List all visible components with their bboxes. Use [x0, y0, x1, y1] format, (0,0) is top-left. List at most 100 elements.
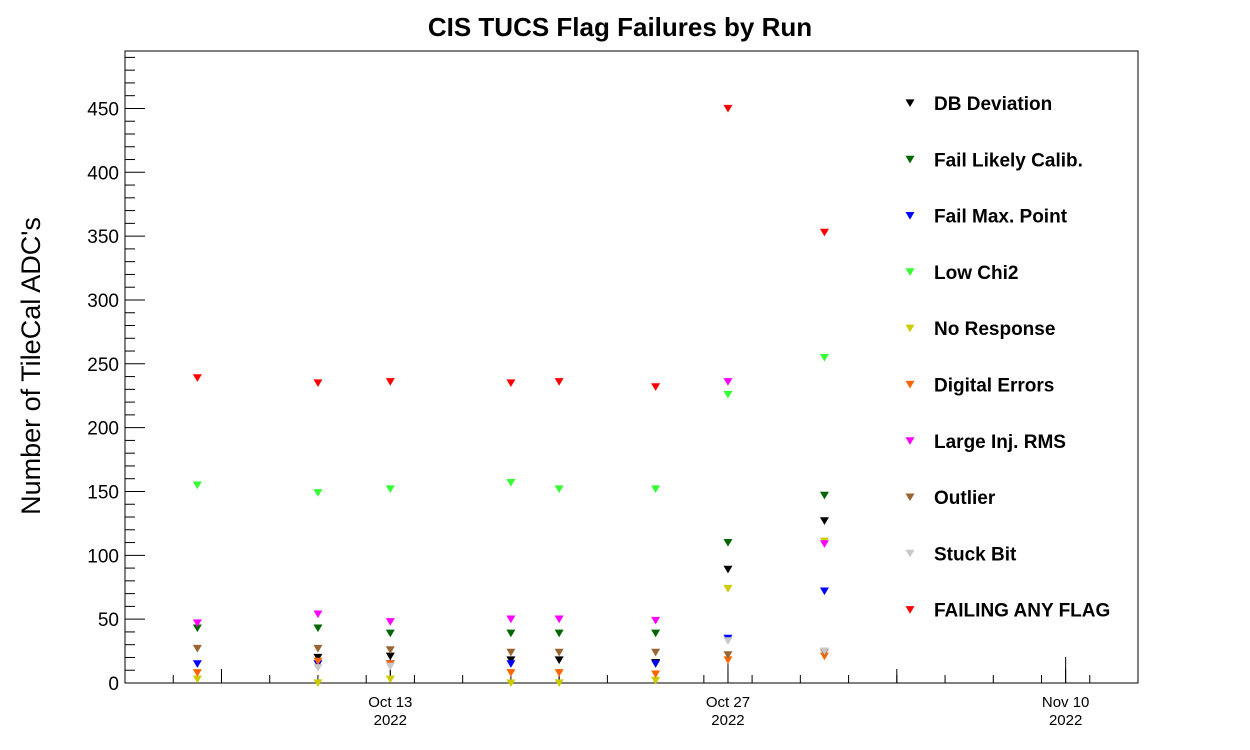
data-point-fail-max-point	[819, 587, 829, 596]
x-tick-label-date: Nov 10	[1042, 694, 1090, 711]
legend-label-no-response: No Response	[934, 319, 1055, 340]
data-point-outlier	[506, 648, 516, 657]
legend-label-low-chi2: Low Chi2	[934, 263, 1018, 284]
y-tick-label: 0	[108, 674, 119, 695]
data-point-stuck-bit	[385, 662, 395, 671]
data-point-failing-any-flag	[651, 383, 661, 391]
legend-marker-fail-max-point	[905, 212, 915, 220]
data-point-large-inj-rms	[506, 615, 516, 624]
data-point-large-inj-rms	[192, 619, 202, 628]
legend-label-digital-errors: Digital Errors	[934, 376, 1054, 397]
legend-label-outlier: Outlier	[934, 488, 996, 509]
legend-marker-stuck-bit	[905, 549, 915, 558]
data-point-no-response	[385, 675, 395, 684]
data-point-fail-likely-calib	[723, 538, 733, 547]
x-tick-label-year: 2022	[711, 712, 744, 729]
data-point-fail-likely-calib	[554, 629, 564, 638]
y-tick-label: 250	[87, 355, 119, 376]
data-point-outlier	[723, 651, 733, 659]
data-point-low-chi2	[192, 481, 202, 490]
data-point-large-inj-rms	[385, 618, 395, 626]
legend-label-fail-likely-calib: Fail Likely Calib.	[934, 150, 1083, 171]
data-point-db-deviation	[385, 652, 395, 661]
data-point-low-chi2	[819, 353, 829, 362]
data-point-outlier	[651, 648, 661, 657]
data-point-large-inj-rms	[723, 378, 733, 386]
y-tick-label: 350	[87, 227, 119, 248]
data-point-no-response	[723, 584, 733, 593]
data-point-no-response	[554, 679, 564, 688]
data-point-db-deviation	[554, 656, 564, 665]
data-point-digital-errors	[554, 669, 564, 677]
y-tick-label: 150	[87, 482, 119, 503]
data-point-low-chi2	[554, 485, 564, 493]
data-point-outlier	[385, 646, 395, 654]
data-point-low-chi2	[723, 390, 733, 399]
data-point-stuck-bit	[819, 647, 829, 656]
x-tick-label-year: 2022	[374, 712, 407, 729]
data-point-failing-any-flag	[723, 104, 733, 113]
data-point-failing-any-flag	[819, 228, 829, 237]
data-point-no-response	[506, 679, 516, 688]
data-point-large-inj-rms	[651, 616, 661, 625]
legend-label-large-inj-rms: Large Inj. RMS	[934, 432, 1066, 453]
legend: DB Deviation Fail Likely Calib. Fail Max. …	[905, 94, 1110, 622]
y-tick-label: 200	[87, 419, 119, 440]
y-tick-label: 300	[87, 291, 119, 312]
data-point-outlier	[554, 648, 564, 657]
data-point-fail-likely-calib	[651, 629, 661, 638]
x-tick-label-date: Oct 13	[368, 694, 412, 711]
y-tick-label: 450	[87, 99, 119, 120]
data-point-digital-errors	[651, 670, 661, 679]
data-point-fail-likely-calib	[313, 624, 323, 633]
legend-marker-large-inj-rms	[905, 437, 915, 445]
plot-frame	[124, 50, 1139, 684]
legend-label-fail-max-point: Fail Max. Point	[934, 207, 1068, 228]
y-tick-label: 50	[98, 610, 119, 631]
data-point-digital-errors	[192, 669, 202, 677]
data-point-outlier	[313, 644, 323, 653]
data-point-large-inj-rms	[554, 615, 564, 624]
data-point-fail-likely-calib	[819, 491, 829, 500]
data-point-failing-any-flag	[385, 378, 395, 386]
data-point-db-deviation	[313, 653, 323, 662]
data-point-failing-any-flag	[506, 379, 516, 388]
data-point-fail-max-point	[192, 660, 202, 668]
legend-marker-no-response	[905, 324, 915, 333]
legend-marker-fail-likely-calib	[905, 155, 915, 164]
data-points	[192, 104, 829, 688]
data-point-db-deviation	[819, 517, 829, 525]
data-point-outlier	[192, 644, 202, 653]
legend-marker-digital-errors	[905, 380, 915, 389]
y-tick-label: 100	[87, 546, 119, 567]
data-point-digital-errors	[819, 652, 829, 661]
data-point-fail-max-point	[651, 660, 661, 668]
legend-marker-outlier	[905, 493, 915, 502]
chart-title: CIS TUCS Flag Failures by Run	[428, 12, 812, 42]
data-point-low-chi2	[506, 478, 516, 487]
data-point-digital-errors	[506, 669, 516, 677]
data-point-digital-errors	[313, 657, 323, 666]
data-point-no-response	[192, 675, 202, 684]
legend-label-db-deviation: DB Deviation	[934, 94, 1052, 115]
data-point-low-chi2	[651, 485, 661, 493]
data-point-db-deviation	[723, 565, 733, 574]
data-point-stuck-bit	[723, 637, 733, 645]
y-axis-label: Number of TileCal ADC's	[16, 217, 46, 515]
data-point-stuck-bit	[313, 664, 323, 672]
data-point-fail-likely-calib	[192, 624, 202, 633]
legend-marker-db-deviation	[905, 99, 915, 108]
data-point-failing-any-flag	[554, 378, 564, 386]
y-axis: 0 50 100 150 200 250 300 350 400 450	[87, 56, 145, 695]
legend-label-failing-any-flag: FAILING ANY FLAG	[934, 601, 1110, 622]
y-tick-label: 400	[87, 163, 119, 184]
x-tick-label-date: Oct 27	[706, 694, 750, 711]
data-point-large-inj-rms	[819, 540, 829, 548]
data-point-low-chi2	[313, 489, 323, 497]
data-point-large-inj-rms	[313, 610, 323, 619]
legend-marker-failing-any-flag	[905, 606, 915, 614]
legend-label-stuck-bit: Stuck Bit	[934, 544, 1017, 565]
data-point-no-response	[313, 679, 323, 688]
legend-marker-low-chi2	[905, 268, 915, 276]
